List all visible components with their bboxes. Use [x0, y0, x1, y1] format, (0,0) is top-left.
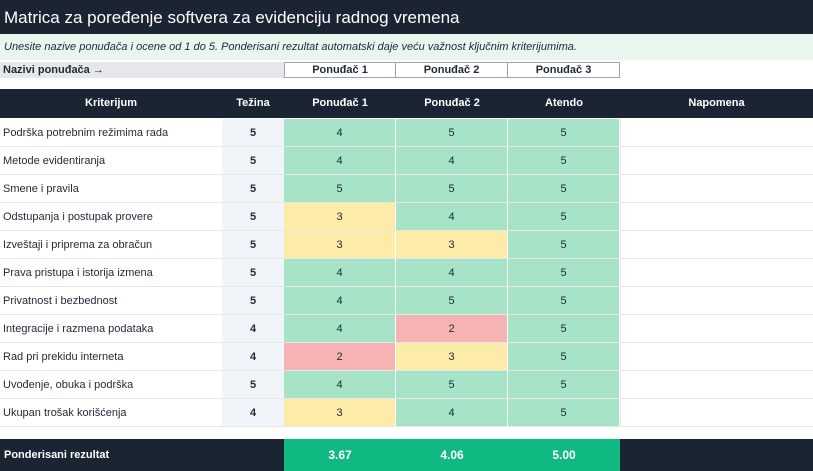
criterion-cell: Odstupanja i postupak provere	[0, 203, 222, 231]
note-cell[interactable]	[620, 175, 813, 203]
note-cell[interactable]	[620, 119, 813, 147]
score-cell-vendor-3[interactable]: 5	[508, 343, 620, 371]
criterion-cell: Prava pristupa i istorija izmena	[0, 259, 222, 287]
weight-cell[interactable]: 5	[222, 147, 284, 175]
note-cell[interactable]	[620, 399, 813, 427]
score-cell-vendor-1[interactable]: 3	[284, 399, 396, 427]
criterion-cell: Ukupan trošak korišćenja	[0, 399, 222, 427]
criterion-cell: Uvođenje, obuka i podrška	[0, 371, 222, 399]
table-row: Izveštaji i priprema za obračun 5 3 3 5	[0, 231, 813, 259]
table-row: Prava pristupa i istorija izmena 5 4 4 5	[0, 259, 813, 287]
header-note: Napomena	[688, 97, 745, 109]
note-cell[interactable]	[620, 259, 813, 287]
header-vendor-3: Atendo	[545, 97, 583, 109]
score-cell-vendor-2[interactable]: 3	[396, 231, 508, 259]
score-cell-vendor-2[interactable]: 4	[396, 203, 508, 231]
score-cell-vendor-2[interactable]: 2	[396, 315, 508, 343]
weight-cell[interactable]: 5	[222, 371, 284, 399]
score-cell-vendor-1[interactable]: 3	[284, 231, 396, 259]
note-cell[interactable]	[620, 287, 813, 315]
header-criterion: Kriterijum	[85, 97, 137, 109]
note-cell[interactable]	[620, 203, 813, 231]
header-vendor-1: Ponuđač 1	[312, 97, 368, 109]
weighted-result-row: Ponderisani rezultat 3.67 4.06 5.00	[0, 439, 813, 471]
vendor-name-input-1[interactable]: Ponuđač 1	[284, 62, 396, 78]
score-cell-vendor-3[interactable]: 5	[508, 147, 620, 175]
table-row: Smene i pravila 5 5 5 5	[0, 175, 813, 203]
criterion-cell: Rad pri prekidu interneta	[0, 343, 222, 371]
table-header: Kriterijum Težina Ponuđač 1 Ponuđač 2 At…	[0, 89, 813, 118]
criterion-cell: Privatnost i bezbednost	[0, 287, 222, 315]
table-row: Ukupan trošak korišćenja 4 3 4 5	[0, 399, 813, 427]
page-title: Matrica za poređenje softvera za evidenc…	[0, 0, 813, 34]
weighted-result-vendor-1: 3.67	[284, 439, 396, 471]
criterion-cell: Smene i pravila	[0, 175, 222, 203]
vendor-names-label: Nazivi ponuđača →	[0, 62, 284, 78]
score-cell-vendor-2[interactable]: 5	[396, 119, 508, 147]
score-cell-vendor-3[interactable]: 5	[508, 175, 620, 203]
weight-cell[interactable]: 5	[222, 203, 284, 231]
criterion-cell: Podrška potrebnim režimima rada	[0, 119, 222, 147]
vendor-name-input-2[interactable]: Ponuđač 2	[396, 62, 508, 78]
table-row: Uvođenje, obuka i podrška 5 4 5 5	[0, 371, 813, 399]
score-cell-vendor-2[interactable]: 4	[396, 399, 508, 427]
score-cell-vendor-1[interactable]: 4	[284, 119, 396, 147]
score-cell-vendor-1[interactable]: 4	[284, 371, 396, 399]
score-cell-vendor-1[interactable]: 4	[284, 147, 396, 175]
score-cell-vendor-2[interactable]: 4	[396, 147, 508, 175]
score-cell-vendor-2[interactable]: 5	[396, 371, 508, 399]
weight-cell[interactable]: 5	[222, 231, 284, 259]
header-weight: Težina	[236, 97, 270, 109]
score-cell-vendor-2[interactable]: 4	[396, 259, 508, 287]
instructions-text: Unesite nazive ponuđača i ocene od 1 do …	[0, 34, 813, 60]
table-row: Integracije i razmena podataka 4 4 2 5	[0, 315, 813, 343]
weight-cell[interactable]: 5	[222, 259, 284, 287]
header-vendor-2: Ponuđač 2	[424, 97, 480, 109]
table-row: Podrška potrebnim režimima rada 5 4 5 5	[0, 119, 813, 147]
note-cell[interactable]	[620, 231, 813, 259]
note-cell[interactable]	[620, 371, 813, 399]
weight-cell[interactable]: 4	[222, 315, 284, 343]
weighted-result-label: Ponderisani rezultat	[4, 449, 110, 461]
note-cell[interactable]	[620, 315, 813, 343]
criterion-cell: Metode evidentiranja	[0, 147, 222, 175]
score-cell-vendor-3[interactable]: 5	[508, 119, 620, 147]
vendor-name-input-3[interactable]: Ponuđač 3	[508, 62, 620, 78]
score-cell-vendor-3[interactable]: 5	[508, 203, 620, 231]
weight-cell[interactable]: 5	[222, 119, 284, 147]
score-cell-vendor-3[interactable]: 5	[508, 371, 620, 399]
score-cell-vendor-1[interactable]: 4	[284, 259, 396, 287]
weight-cell[interactable]: 5	[222, 287, 284, 315]
table-row: Privatnost i bezbednost 5 4 5 5	[0, 287, 813, 315]
criterion-cell: Integracije i razmena podataka	[0, 315, 222, 343]
table-row: Metode evidentiranja 5 4 4 5	[0, 147, 813, 175]
score-cell-vendor-1[interactable]: 5	[284, 175, 396, 203]
note-cell[interactable]	[620, 147, 813, 175]
score-cell-vendor-3[interactable]: 5	[508, 231, 620, 259]
score-cell-vendor-1[interactable]: 4	[284, 287, 396, 315]
score-cell-vendor-3[interactable]: 5	[508, 315, 620, 343]
score-cell-vendor-1[interactable]: 3	[284, 203, 396, 231]
score-cell-vendor-3[interactable]: 5	[508, 399, 620, 427]
score-cell-vendor-1[interactable]: 2	[284, 343, 396, 371]
table-row: Rad pri prekidu interneta 4 2 3 5	[0, 343, 813, 371]
note-cell[interactable]	[620, 343, 813, 371]
score-cell-vendor-3[interactable]: 5	[508, 259, 620, 287]
score-cell-vendor-2[interactable]: 5	[396, 287, 508, 315]
weight-cell[interactable]: 4	[222, 399, 284, 427]
criterion-cell: Izveštaji i priprema za obračun	[0, 231, 222, 259]
score-cell-vendor-2[interactable]: 3	[396, 343, 508, 371]
weighted-result-vendor-3: 5.00	[508, 439, 620, 471]
score-cell-vendor-3[interactable]: 5	[508, 287, 620, 315]
weighted-result-vendor-2: 4.06	[396, 439, 508, 471]
score-cell-vendor-2[interactable]: 5	[396, 175, 508, 203]
score-cell-vendor-1[interactable]: 4	[284, 315, 396, 343]
weight-cell[interactable]: 5	[222, 175, 284, 203]
table-row: Odstupanja i postupak provere 5 3 4 5	[0, 203, 813, 231]
vendor-names-row: Nazivi ponuđača → Ponuđač 1 Ponuđač 2 Po…	[0, 62, 813, 78]
weight-cell[interactable]: 4	[222, 343, 284, 371]
